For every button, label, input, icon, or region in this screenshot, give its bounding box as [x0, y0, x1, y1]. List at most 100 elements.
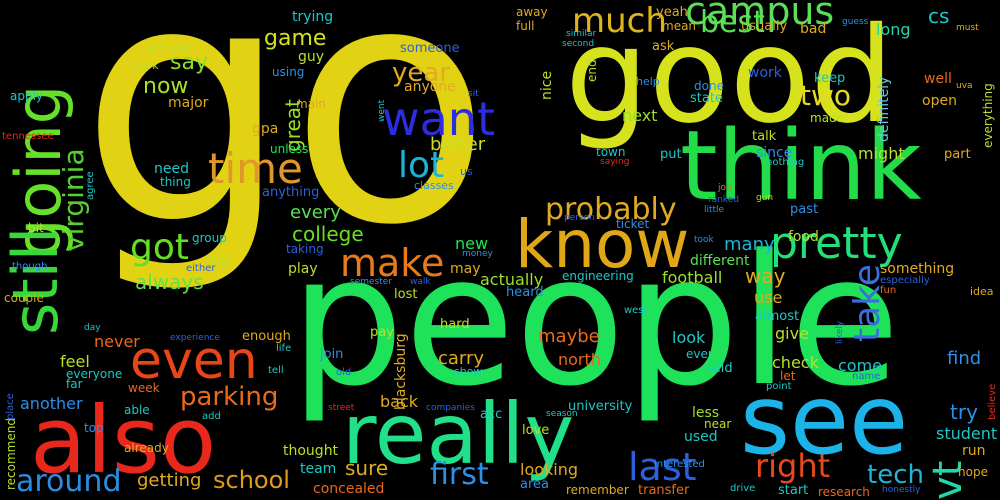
word: especially [880, 275, 930, 286]
word: well [924, 71, 952, 87]
word: park [134, 59, 159, 72]
word: tennessee [2, 131, 54, 142]
word: walk [410, 277, 431, 287]
word: sit [468, 89, 479, 99]
word: past [790, 202, 819, 217]
word: guy [298, 49, 325, 65]
word: want [382, 92, 496, 146]
word: got [130, 227, 189, 268]
word: check [772, 353, 819, 372]
word: main [296, 97, 326, 111]
word: football [662, 268, 723, 287]
word: game [264, 26, 327, 51]
word: gun [756, 193, 774, 203]
word: full [516, 19, 535, 33]
word: top [84, 421, 104, 435]
word: part [944, 147, 971, 162]
word: saying [600, 157, 630, 167]
word: ranked [708, 195, 740, 205]
word: interested [654, 459, 705, 470]
word: away [516, 5, 548, 19]
word: tech [867, 460, 924, 490]
word: thing [160, 175, 191, 189]
word: love [522, 423, 550, 438]
word: ask [652, 39, 675, 54]
word: might [858, 144, 905, 163]
word: near [704, 417, 732, 431]
word: university [568, 399, 633, 414]
word: come [838, 356, 883, 375]
word: everyone [66, 367, 123, 381]
word: old [336, 367, 352, 378]
word: us [460, 165, 473, 178]
word: state [690, 91, 723, 106]
word: school [213, 466, 290, 494]
word: without [146, 41, 192, 55]
word: engineering [562, 269, 634, 283]
word: person [564, 213, 595, 223]
word: go [80, 0, 492, 297]
word: definitely [876, 76, 892, 142]
word: pay [370, 325, 394, 340]
word: area [520, 477, 549, 492]
word: something [880, 261, 955, 277]
word: nothing [766, 157, 805, 168]
word: say [170, 50, 208, 75]
word: place [5, 393, 16, 420]
word: blacksburg [393, 333, 409, 410]
word: last [628, 445, 697, 489]
word: use [754, 288, 783, 307]
word: major [168, 95, 209, 111]
word: lot [398, 145, 445, 186]
word: fun [880, 285, 897, 296]
word: make [340, 241, 445, 285]
word: best [700, 5, 765, 40]
word: said [706, 361, 733, 376]
word: anyone [404, 79, 456, 95]
word: way [745, 264, 786, 288]
word: yeah [656, 5, 688, 20]
word: pretty [770, 218, 903, 269]
word: town [596, 145, 626, 159]
word: actually [480, 270, 544, 289]
word: team [300, 461, 337, 477]
word: though [12, 261, 48, 272]
word: really [342, 385, 575, 483]
word: believe [987, 383, 998, 420]
word: experience [170, 333, 220, 343]
word: name [852, 371, 881, 382]
word: already [124, 441, 169, 455]
word: cs [928, 4, 950, 28]
word: let [780, 369, 796, 383]
word: carry [438, 348, 485, 369]
word: parking [180, 382, 279, 412]
word: drive [730, 483, 756, 494]
word: almost [755, 309, 800, 324]
word: nice [539, 70, 555, 100]
word: open [922, 93, 957, 109]
word: long [876, 20, 911, 39]
word: took [694, 235, 714, 245]
word: lost [394, 287, 418, 302]
word: much [572, 1, 667, 41]
word: went [377, 99, 387, 122]
word: big [208, 253, 230, 269]
word: week [128, 381, 160, 395]
word: college [292, 222, 364, 246]
word: right [755, 447, 831, 485]
word: around [16, 464, 122, 499]
word: good [565, 0, 895, 153]
word: job [718, 183, 732, 193]
word: campus [685, 0, 835, 33]
word: hard [440, 317, 470, 332]
word: must [956, 23, 979, 33]
word: using [272, 65, 305, 79]
word: never [94, 332, 140, 351]
word: guess [842, 17, 869, 27]
word: season [546, 409, 578, 419]
word: getting [137, 470, 202, 491]
word: start [778, 483, 809, 498]
word: uva [956, 81, 973, 91]
word: talk [752, 129, 777, 144]
word: first [430, 457, 489, 492]
